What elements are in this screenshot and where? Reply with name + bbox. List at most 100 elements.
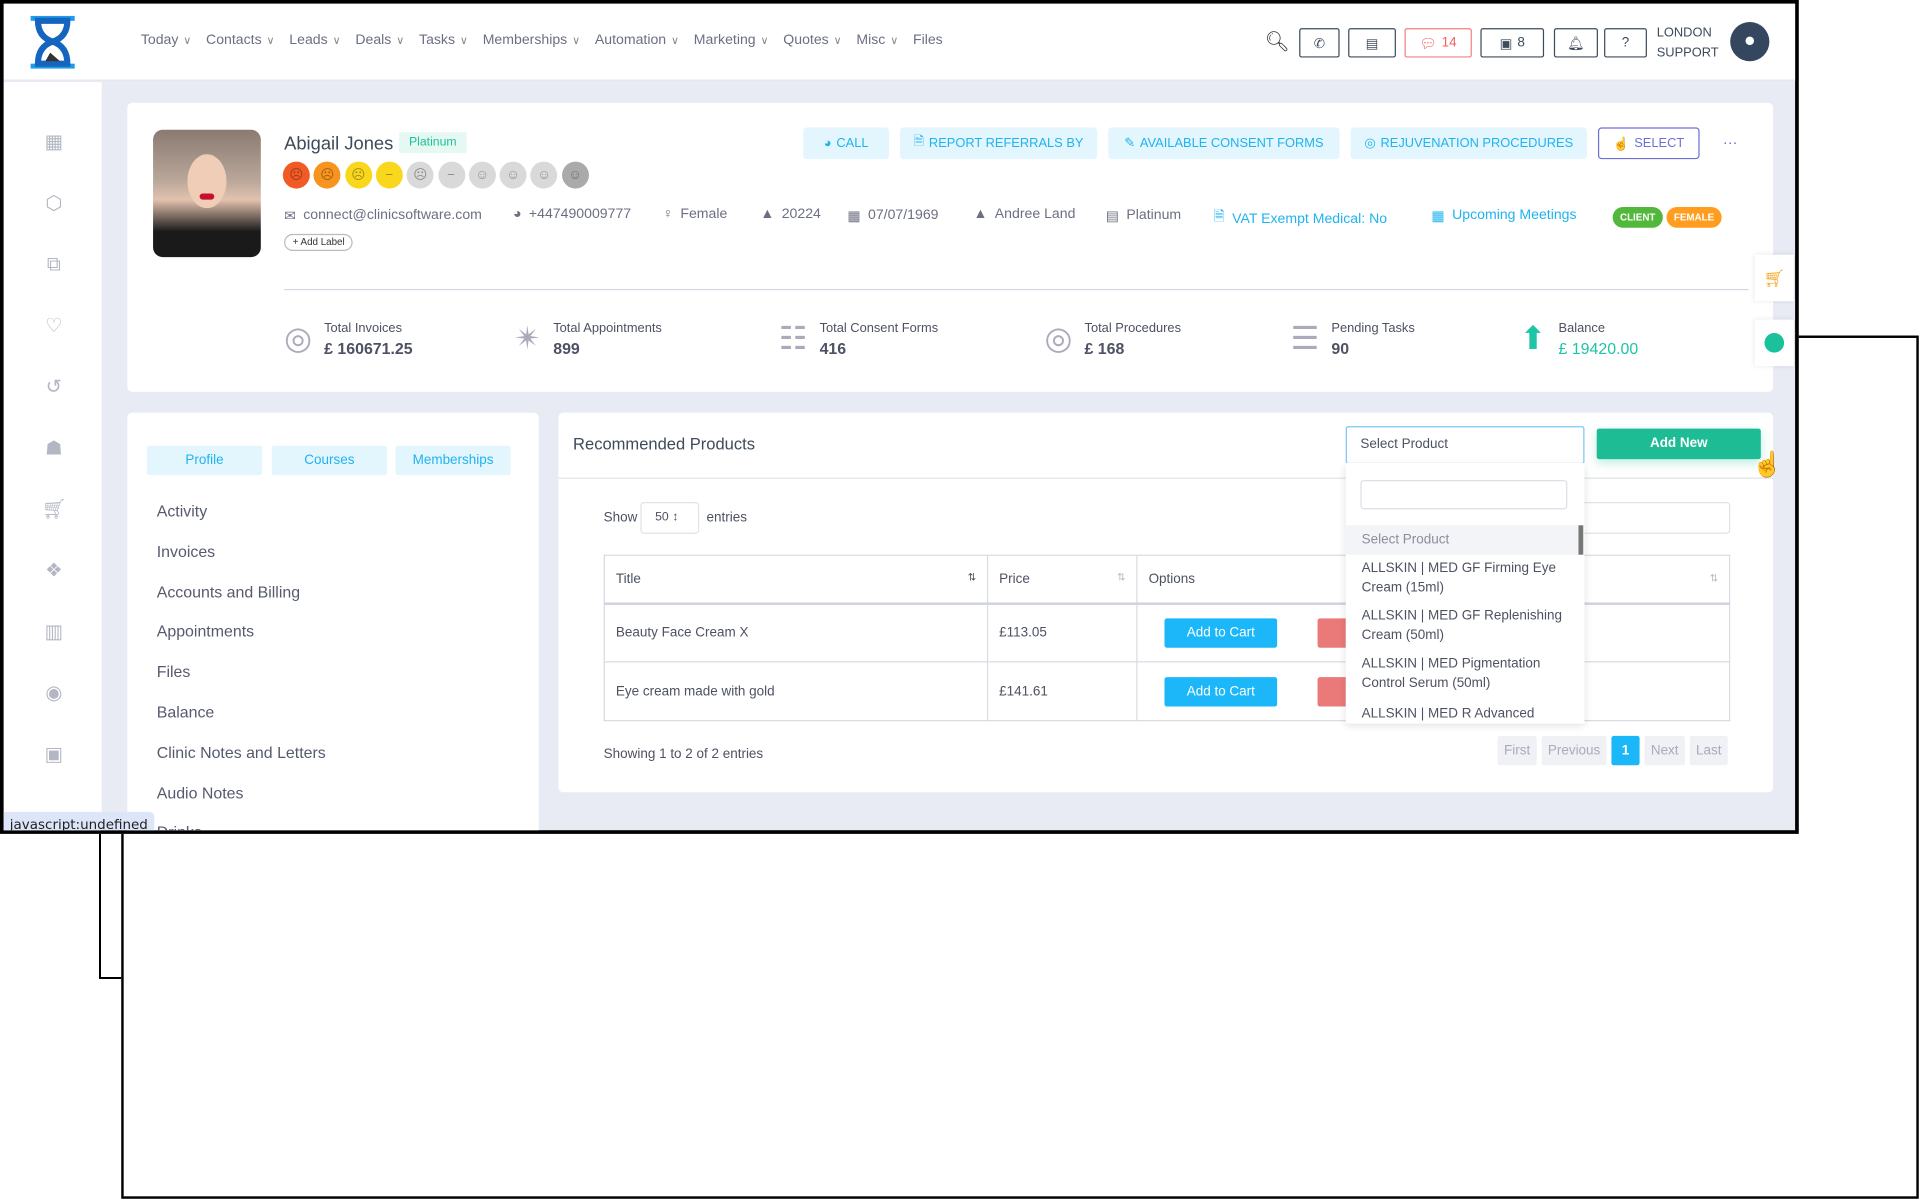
nav-deals[interactable]: Deals ∨	[355, 33, 405, 48]
upcoming-meetings-link[interactable]: ▦ Upcoming Meetings	[1431, 208, 1577, 225]
satisfaction-face-6[interactable]: −	[437, 161, 465, 189]
menu-item-invoices[interactable]: Invoices	[156, 542, 216, 561]
chevron-down-icon: ∨	[183, 34, 192, 47]
nav-files[interactable]: Files	[912, 33, 943, 48]
satisfaction-face-5[interactable]: ☹	[406, 161, 434, 189]
person-icon: ♀	[662, 206, 674, 222]
menu-item-drinks[interactable]: Drinks	[156, 823, 202, 834]
tag-client: CLIENT	[1612, 206, 1663, 228]
satisfaction-face-3[interactable]: ☹	[344, 161, 372, 189]
cart-widget[interactable]: 🛒︎	[1754, 254, 1794, 302]
report-icon[interactable]: ▥	[44, 622, 64, 643]
nav-automation[interactable]: Automation ∨	[594, 33, 680, 48]
email-info[interactable]: ✉ connect@clinicsoftware.com	[284, 208, 482, 225]
hand-cursor-icon: ☝	[1752, 451, 1783, 479]
nav-marketing[interactable]: Marketing ∨	[693, 33, 769, 48]
product-price: £113.05	[986, 602, 1138, 663]
user-name[interactable]: LONDON SUPPORT	[1656, 25, 1719, 61]
owner-info: ▲ Andree Land	[973, 206, 1076, 222]
add-to-cart-button[interactable]: Add to Cart	[1164, 676, 1278, 706]
dropdown-option-placeholder[interactable]: Select Product	[1361, 532, 1450, 548]
menu-item-accounts-and-billing[interactable]: Accounts and Billing	[156, 582, 301, 601]
help-icon: ?	[1621, 35, 1630, 51]
vat-link[interactable]: 🗎︎ VAT Exempt Medical: No	[1213, 207, 1387, 230]
sort-icon: ⇅	[1117, 571, 1126, 583]
select-product-dropdown[interactable]: Select Product	[1345, 426, 1585, 465]
page-last[interactable]: Last	[1689, 735, 1728, 766]
app-logo[interactable]	[28, 15, 77, 70]
nav-today[interactable]: Today ∨	[140, 33, 192, 48]
dropdown-option[interactable]: ALLSKIN | MED GF Firming Eye Cream (15ml…	[1361, 560, 1557, 596]
store-button[interactable]: ▣ 8	[1480, 28, 1545, 58]
dropdown-scrollbar[interactable]	[1578, 525, 1584, 555]
column-title[interactable]: Title ⇅	[603, 554, 989, 604]
menu-item-activity[interactable]: Activity	[156, 502, 208, 521]
tag-icon[interactable]: ❖	[45, 560, 63, 582]
tab-memberships[interactable]: Memberships	[395, 445, 511, 476]
box-icon[interactable]: ⬡	[45, 193, 63, 215]
nav-memberships[interactable]: Memberships ∨	[482, 33, 581, 48]
user-avatar[interactable]: ●	[1730, 22, 1770, 62]
tab-profile[interactable]: Profile	[146, 445, 263, 476]
pointer-icon: ☝	[1613, 136, 1630, 152]
locker-icon[interactable]: ▣	[44, 744, 64, 766]
layers-icon[interactable]: ⧉	[46, 254, 61, 276]
dropdown-option[interactable]: ALLSKIN | MED Pigmentation Control Serum…	[1361, 656, 1541, 691]
page-1[interactable]: 1	[1611, 735, 1640, 766]
call-button[interactable]: ◕ CALL	[803, 127, 889, 160]
menu-item-files[interactable]: Files	[156, 662, 191, 682]
nav-tasks[interactable]: Tasks ∨	[419, 33, 469, 48]
satisfaction-face-9[interactable]: ☺	[530, 161, 558, 189]
satisfaction-face-7[interactable]: ☺	[468, 161, 496, 189]
rejuvenation-button[interactable]: ◎ REJUVENATION PROCEDURES	[1350, 127, 1587, 160]
stat-total-appointments: ✴ Total Appointments 899	[514, 319, 662, 357]
user-circle-icon[interactable]: ◉	[45, 683, 63, 705]
select-button[interactable]: ☝ SELECT	[1597, 127, 1700, 160]
table-info: Showing 1 to 2 of 2 entries	[603, 746, 764, 762]
phone-button[interactable]: ✆	[1299, 28, 1340, 58]
satisfaction-face-1[interactable]: ☹	[282, 161, 310, 189]
consent-forms-button[interactable]: ✎ AVAILABLE CONSENT FORMS	[1108, 127, 1340, 160]
menu-item-audio-notes[interactable]: Audio Notes	[156, 783, 244, 802]
chevron-down-icon: ∨	[833, 34, 842, 47]
satisfaction-face-4[interactable]: −	[375, 161, 403, 189]
dropdown-option[interactable]: ALLSKIN | MED GF Replenishing Cream (50m…	[1361, 608, 1563, 643]
add-new-button[interactable]: Add New	[1596, 428, 1761, 460]
dropdown-search-input[interactable]	[1360, 480, 1568, 510]
add-to-cart-button[interactable]: Add to Cart	[1164, 618, 1278, 648]
page-first[interactable]: First	[1497, 735, 1537, 766]
updown-icon: ↕	[672, 510, 679, 525]
help-button[interactable]: ?	[1604, 28, 1647, 58]
add-label-button[interactable]: + Add Label	[284, 233, 354, 252]
entries-select[interactable]: 50 ↕	[640, 502, 700, 534]
search-icon[interactable]: 🔍︎	[1264, 31, 1290, 53]
menu-item-appointments[interactable]: Appointments	[156, 622, 255, 641]
gift-icon[interactable]: ☗	[45, 438, 63, 460]
menu-item-clinic-notes-and-letters[interactable]: Clinic Notes and Letters	[156, 743, 326, 762]
nav-contacts[interactable]: Contacts ∨	[206, 33, 275, 48]
menu-item-balance[interactable]: Balance	[156, 702, 215, 722]
chevron-down-icon: ∨	[671, 34, 680, 47]
history-icon[interactable]: ↺	[45, 377, 63, 398]
whatsapp-widget[interactable]	[1754, 319, 1794, 367]
phone-info[interactable]: ◕ +447490009777	[513, 206, 632, 222]
chat-button[interactable]: 💬︎ 14	[1404, 28, 1472, 58]
dropdown-option[interactable]: ALLSKIN | MED R Advanced	[1361, 706, 1535, 722]
page-previous[interactable]: Previous	[1541, 735, 1607, 766]
nav-leads[interactable]: Leads ∨	[289, 33, 341, 48]
satisfaction-face-8[interactable]: ☺	[499, 161, 527, 189]
page-next[interactable]: Next	[1644, 735, 1685, 766]
satisfaction-face-10[interactable]: ☺	[561, 161, 589, 189]
cart-icon[interactable]: 🛒︎	[41, 499, 67, 521]
calendar-icon[interactable]: ▦	[44, 132, 64, 154]
column-price[interactable]: Price ⇅	[986, 554, 1138, 604]
more-options-button[interactable]: ···	[1722, 133, 1738, 151]
report-referrals-button[interactable]: 🗎︎ REPORT REFERRALS BY	[900, 127, 1098, 160]
nav-quotes[interactable]: Quotes ∨	[783, 33, 842, 48]
gift-box-icon[interactable]: ♡	[45, 315, 63, 337]
nav-misc[interactable]: Misc ∨	[856, 33, 899, 48]
inbox-button[interactable]: ▤	[1348, 28, 1396, 58]
satisfaction-face-2[interactable]: ☹	[313, 161, 341, 189]
tab-courses[interactable]: Courses	[271, 445, 387, 476]
notifications-button[interactable]: 🔔︎	[1553, 28, 1598, 58]
